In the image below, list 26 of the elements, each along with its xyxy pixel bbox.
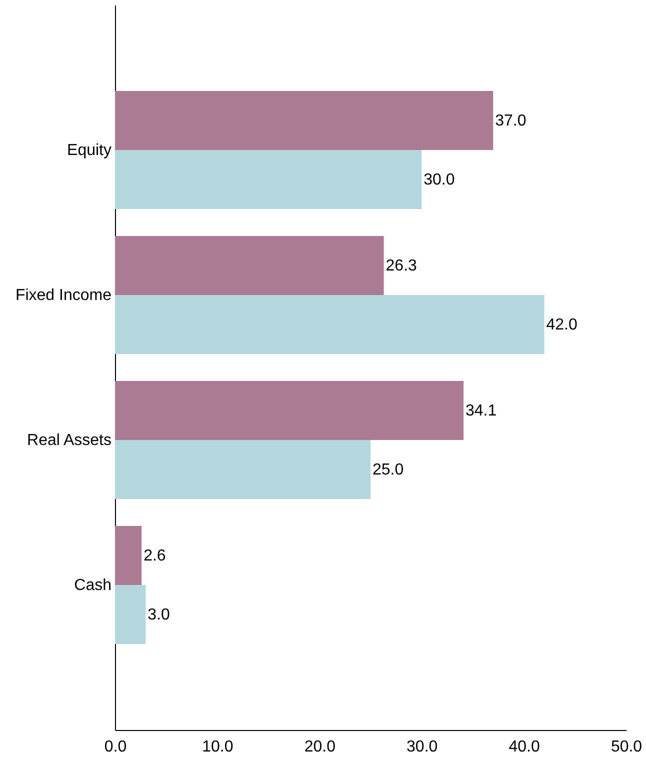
data-label: 30.0 <box>424 172 455 189</box>
data-label: 3.0 <box>148 606 170 624</box>
data-label: 37.0 <box>495 112 526 130</box>
y-tick-label: Cash <box>74 577 112 594</box>
x-tick-label: 10.0 <box>202 738 234 756</box>
y-tick-label: Equity <box>67 142 112 159</box>
x-tick-label: 20.0 <box>304 738 336 756</box>
x-tick-label: 40.0 <box>508 738 540 756</box>
bar <box>115 440 370 500</box>
bar <box>115 380 464 440</box>
data-label: 2.6 <box>144 547 166 564</box>
data-label: 42.0 <box>546 316 578 334</box>
data-label: 34.1 <box>466 402 497 420</box>
bar <box>115 90 494 150</box>
x-tick-label: 30.0 <box>406 738 438 756</box>
y-tick-label: Fixed Income <box>15 287 112 304</box>
bar <box>115 150 422 210</box>
y-tick-label: Real Assets <box>27 432 112 449</box>
bar <box>115 526 142 585</box>
data-label: 25.0 <box>372 462 404 479</box>
data-label: 26.3 <box>386 257 418 274</box>
bar <box>115 236 384 295</box>
x-tick-label: 50.0 <box>610 738 642 756</box>
x-tick-label: 0.0 <box>104 738 127 756</box>
bar <box>115 585 146 644</box>
bar <box>115 295 544 354</box>
